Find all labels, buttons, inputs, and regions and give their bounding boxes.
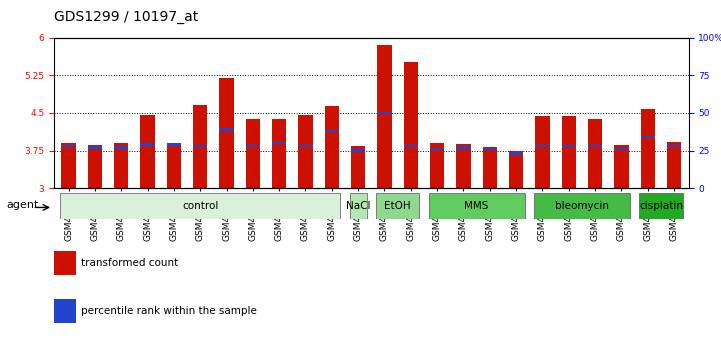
Bar — [246, 145, 260, 147]
Bar — [324, 130, 339, 132]
Bar — [193, 106, 208, 188]
Bar — [456, 146, 471, 149]
Bar — [640, 136, 655, 138]
Bar — [272, 119, 286, 188]
Bar — [114, 143, 128, 188]
Bar — [351, 146, 366, 188]
Text: control: control — [182, 201, 218, 211]
Bar — [61, 145, 76, 147]
Bar — [114, 146, 128, 149]
Bar — [141, 116, 155, 188]
Bar — [534, 193, 630, 219]
Bar — [272, 142, 286, 144]
Bar — [54, 299, 76, 323]
Bar — [61, 143, 76, 188]
Bar — [588, 119, 602, 188]
Bar — [430, 148, 444, 150]
Text: GDS1299 / 10197_at: GDS1299 / 10197_at — [54, 10, 198, 24]
Text: EtOH: EtOH — [384, 201, 411, 211]
Bar — [667, 145, 681, 147]
Bar — [404, 62, 418, 188]
Bar — [141, 143, 155, 146]
Bar — [509, 150, 523, 188]
Bar — [509, 152, 523, 155]
Text: MMS: MMS — [464, 201, 489, 211]
Bar — [350, 193, 367, 219]
Bar — [614, 148, 629, 150]
Bar — [351, 149, 366, 152]
Bar — [54, 250, 76, 275]
Bar — [562, 145, 576, 147]
Bar — [298, 116, 313, 188]
Bar — [562, 117, 576, 188]
Bar — [377, 46, 392, 188]
Bar — [324, 106, 339, 188]
Bar — [167, 143, 181, 146]
Bar — [193, 145, 208, 147]
Bar — [376, 193, 420, 219]
Bar — [535, 145, 549, 147]
Bar — [88, 145, 102, 188]
Text: percentile rank within the sample: percentile rank within the sample — [81, 306, 257, 316]
Bar — [246, 119, 260, 188]
Text: NaCl: NaCl — [346, 201, 371, 211]
Bar — [167, 144, 181, 188]
Bar — [667, 142, 681, 188]
Bar — [219, 78, 234, 188]
Bar — [88, 146, 102, 149]
Text: agent: agent — [6, 200, 39, 210]
Bar — [614, 145, 629, 188]
Bar — [219, 128, 234, 131]
Bar — [482, 147, 497, 188]
Bar — [640, 109, 655, 188]
Bar — [640, 193, 683, 219]
Text: transformed count: transformed count — [81, 258, 178, 268]
Bar — [430, 143, 444, 188]
Bar — [428, 193, 525, 219]
Bar — [60, 193, 340, 219]
Bar — [298, 145, 313, 147]
Text: bleomycin: bleomycin — [555, 201, 609, 211]
Bar — [377, 112, 392, 114]
Bar — [404, 145, 418, 147]
Bar — [535, 116, 549, 188]
Bar — [588, 145, 602, 147]
Bar — [482, 148, 497, 150]
Bar — [456, 144, 471, 188]
Text: cisplatin: cisplatin — [639, 201, 683, 211]
